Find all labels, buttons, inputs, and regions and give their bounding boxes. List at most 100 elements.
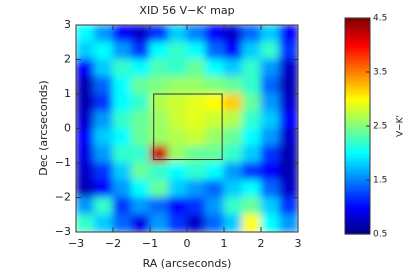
colorbar-tick-label: 1.5 bbox=[373, 176, 387, 186]
cell bbox=[279, 76, 298, 95]
colorbar-segment bbox=[345, 231, 370, 235]
colorbar-segment bbox=[345, 72, 370, 76]
cell bbox=[76, 128, 95, 147]
cell bbox=[168, 59, 188, 78]
colorbar-segment bbox=[345, 45, 370, 49]
colorbar-segment bbox=[345, 82, 370, 87]
cell bbox=[205, 197, 225, 216]
colorbar-segment bbox=[345, 161, 370, 165]
colorbar-segment bbox=[345, 58, 370, 62]
cell bbox=[205, 25, 225, 43]
cell bbox=[168, 162, 188, 181]
colorbar-segment bbox=[345, 225, 370, 230]
colorbar-segment bbox=[345, 88, 370, 92]
cell bbox=[279, 110, 298, 129]
colorbar-segment bbox=[345, 93, 370, 97]
cell bbox=[242, 179, 262, 198]
x-tick-label: 2 bbox=[258, 237, 265, 250]
region-box bbox=[153, 93, 223, 161]
cell bbox=[94, 76, 114, 95]
colorbar-segment bbox=[345, 134, 370, 138]
y-tick-label: 0 bbox=[64, 122, 71, 135]
cell bbox=[112, 145, 132, 164]
cell bbox=[76, 59, 95, 78]
cell bbox=[94, 214, 114, 232]
colorbar-segment bbox=[345, 20, 370, 24]
cell bbox=[131, 93, 151, 112]
colorbar-segment bbox=[345, 228, 370, 232]
colorbar-segment bbox=[345, 50, 370, 54]
cell bbox=[94, 197, 114, 216]
cell bbox=[223, 41, 243, 60]
cell bbox=[149, 93, 169, 112]
colorbar-segment bbox=[345, 18, 370, 22]
cell bbox=[168, 197, 188, 216]
colorbar-segment bbox=[345, 147, 370, 151]
cell bbox=[131, 197, 151, 216]
cell bbox=[205, 145, 225, 164]
cell bbox=[94, 59, 114, 78]
colorbar-segment bbox=[345, 66, 370, 70]
cell bbox=[112, 162, 132, 181]
x-tick-label: 3 bbox=[295, 237, 302, 250]
colorbar-segment bbox=[345, 77, 370, 81]
cell bbox=[279, 41, 298, 60]
colorbar-segment bbox=[345, 99, 370, 103]
cell bbox=[223, 214, 243, 232]
x-tick-label: 0 bbox=[184, 237, 191, 250]
colorbar-tick-label: 2.5 bbox=[373, 122, 387, 132]
cell bbox=[279, 162, 298, 181]
colorbar-segment bbox=[345, 136, 370, 141]
colorbar-segment bbox=[345, 182, 370, 186]
colorbar-segment bbox=[345, 188, 370, 192]
cell bbox=[112, 197, 132, 216]
cell bbox=[112, 25, 132, 43]
cell bbox=[205, 162, 225, 181]
colorbar-segment bbox=[345, 90, 370, 95]
cell bbox=[279, 25, 298, 43]
cell bbox=[94, 145, 114, 164]
cell bbox=[94, 41, 114, 60]
cell bbox=[131, 76, 151, 95]
cell bbox=[168, 145, 188, 164]
colorbar-segment bbox=[345, 115, 370, 119]
cell bbox=[76, 179, 95, 198]
colorbar-segment bbox=[345, 104, 370, 108]
y-tick-label: 3 bbox=[64, 18, 71, 31]
cell bbox=[260, 214, 280, 232]
cell bbox=[76, 145, 95, 164]
cell bbox=[260, 179, 280, 198]
colorbar-segment bbox=[345, 142, 370, 146]
cell bbox=[149, 128, 169, 147]
cell bbox=[149, 76, 169, 95]
colorbar-segment bbox=[345, 166, 370, 170]
cell bbox=[76, 162, 95, 181]
cell bbox=[131, 214, 151, 232]
colorbar-segment bbox=[345, 23, 370, 27]
colorbar-label: V−K' bbox=[396, 115, 406, 137]
colorbar-segment bbox=[345, 101, 370, 105]
cell bbox=[186, 162, 206, 181]
cell bbox=[205, 214, 225, 232]
cell bbox=[112, 76, 132, 95]
colorbar-segment bbox=[345, 31, 370, 35]
colorbar-segment bbox=[345, 223, 370, 227]
cell bbox=[131, 25, 151, 43]
cell bbox=[76, 76, 95, 95]
cell bbox=[76, 25, 95, 43]
cell bbox=[242, 59, 262, 78]
colorbar-segment bbox=[345, 209, 370, 213]
colorbar-segment bbox=[345, 158, 370, 162]
colorbar-segment bbox=[345, 42, 370, 46]
colorbar-segment bbox=[345, 36, 370, 41]
colorbar-segment bbox=[345, 112, 370, 116]
colorbar-segment bbox=[345, 144, 370, 149]
colorbar-tick-label: 0.5 bbox=[373, 230, 387, 240]
colorbar-segment bbox=[345, 26, 370, 30]
colorbar-segment bbox=[345, 171, 370, 176]
cell bbox=[223, 110, 243, 129]
colorbar-segment bbox=[345, 96, 370, 100]
colorbar-segment bbox=[345, 69, 370, 73]
colorbar-segment bbox=[345, 155, 370, 159]
colorbar-segment bbox=[345, 74, 370, 78]
